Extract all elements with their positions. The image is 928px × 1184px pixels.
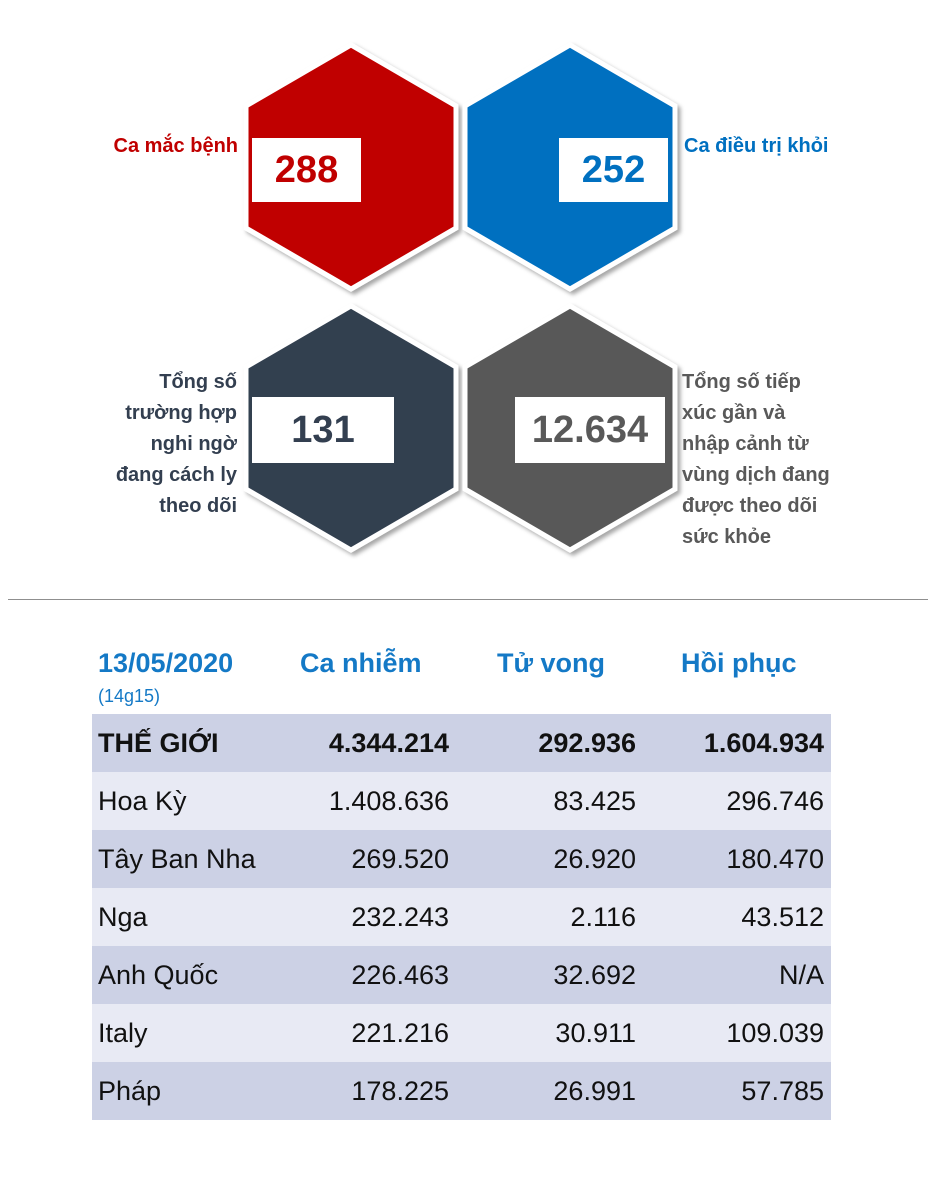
row-recovered: N/A <box>778 960 824 990</box>
suspected-label-line: đang cách ly <box>115 464 237 486</box>
row-recovered: 1.604.934 <box>703 728 824 758</box>
suspected-label-line: nghi ngờ <box>150 433 237 455</box>
row-country: Nga <box>98 902 148 932</box>
section-divider <box>8 599 928 600</box>
recovered-value: 252 <box>559 138 668 202</box>
monitored-value: 12.634 <box>515 397 665 463</box>
header-deaths: Tử vong <box>497 648 606 678</box>
monitored-label-line: sức khỏe <box>682 526 771 548</box>
suspected-label-line: trường hợp <box>125 402 237 424</box>
suspected-label: Tổng số trường hợp nghi ngờ đang cách ly… <box>116 367 237 522</box>
row-recovered: 180.470 <box>726 844 824 874</box>
table-row-world: THẾ GIỚI 4.344.214 292.936 1.604.934 <box>92 714 831 772</box>
suspected-value: 131 <box>252 397 394 463</box>
table-row: Anh Quốc 226.463 32.692 N/A <box>92 946 831 1004</box>
table-row: Italy 221.216 30.911 109.039 <box>92 1004 831 1062</box>
table-time: (14g15) <box>98 686 161 706</box>
suspected-label-line: Tổng số <box>159 371 237 393</box>
row-deaths: 26.991 <box>553 1076 636 1106</box>
table-date: 13/05/2020 <box>98 648 234 678</box>
monitored-label-line: được theo dõi <box>682 495 818 517</box>
suspected-label-line: theo dõi <box>159 495 237 517</box>
row-cases: 226.463 <box>351 960 449 990</box>
monitored-label-line: xúc gần và <box>682 402 786 424</box>
cases-label: Ca mắc bệnh <box>113 135 238 157</box>
row-deaths: 2.116 <box>570 902 636 932</box>
row-deaths: 83.425 <box>553 786 636 816</box>
cases-value: 288 <box>252 138 361 202</box>
row-cases: 178.225 <box>351 1076 449 1106</box>
table-row: Tây Ban Nha 269.520 26.920 180.470 <box>92 830 831 888</box>
row-recovered: 57.785 <box>741 1076 824 1106</box>
row-deaths: 30.911 <box>555 1018 636 1048</box>
row-cases: 232.243 <box>351 902 449 932</box>
table-row: Nga 232.243 2.116 43.512 <box>92 888 831 946</box>
row-country: Anh Quốc <box>98 960 219 990</box>
monitored-label-line: Tổng số tiếp <box>682 371 801 393</box>
row-cases: 1.408.636 <box>328 786 449 816</box>
monitored-label-line: nhập cảnh từ <box>682 433 809 455</box>
row-recovered: 43.512 <box>741 902 824 932</box>
table-row: Hoa Kỳ 1.408.636 83.425 296.746 <box>92 772 831 830</box>
row-country: THẾ GIỚI <box>98 728 219 758</box>
row-deaths: 292.936 <box>538 728 636 758</box>
row-country: Hoa Kỳ <box>98 786 187 816</box>
header-cases: Ca nhiễm <box>300 648 422 678</box>
row-cases: 4.344.214 <box>328 728 449 758</box>
header-recovered: Hồi phục <box>681 648 797 678</box>
table-row: Pháp 178.225 26.991 57.785 <box>92 1062 831 1120</box>
row-cases: 269.520 <box>351 844 449 874</box>
row-recovered: 109.039 <box>726 1018 824 1048</box>
row-recovered: 296.746 <box>726 786 824 816</box>
row-deaths: 32.692 <box>553 960 636 990</box>
recovered-label: Ca điều trị khỏi <box>684 135 829 157</box>
monitored-label: Tổng số tiếp xúc gần và nhập cảnh từ vùn… <box>682 367 830 553</box>
monitored-label-line: vùng dịch đang <box>682 464 830 486</box>
row-country: Pháp <box>98 1076 162 1106</box>
row-cases: 221.216 <box>351 1018 449 1048</box>
row-country: Tây Ban Nha <box>98 844 256 874</box>
row-deaths: 26.920 <box>553 844 636 874</box>
row-country: Italy <box>98 1018 148 1048</box>
